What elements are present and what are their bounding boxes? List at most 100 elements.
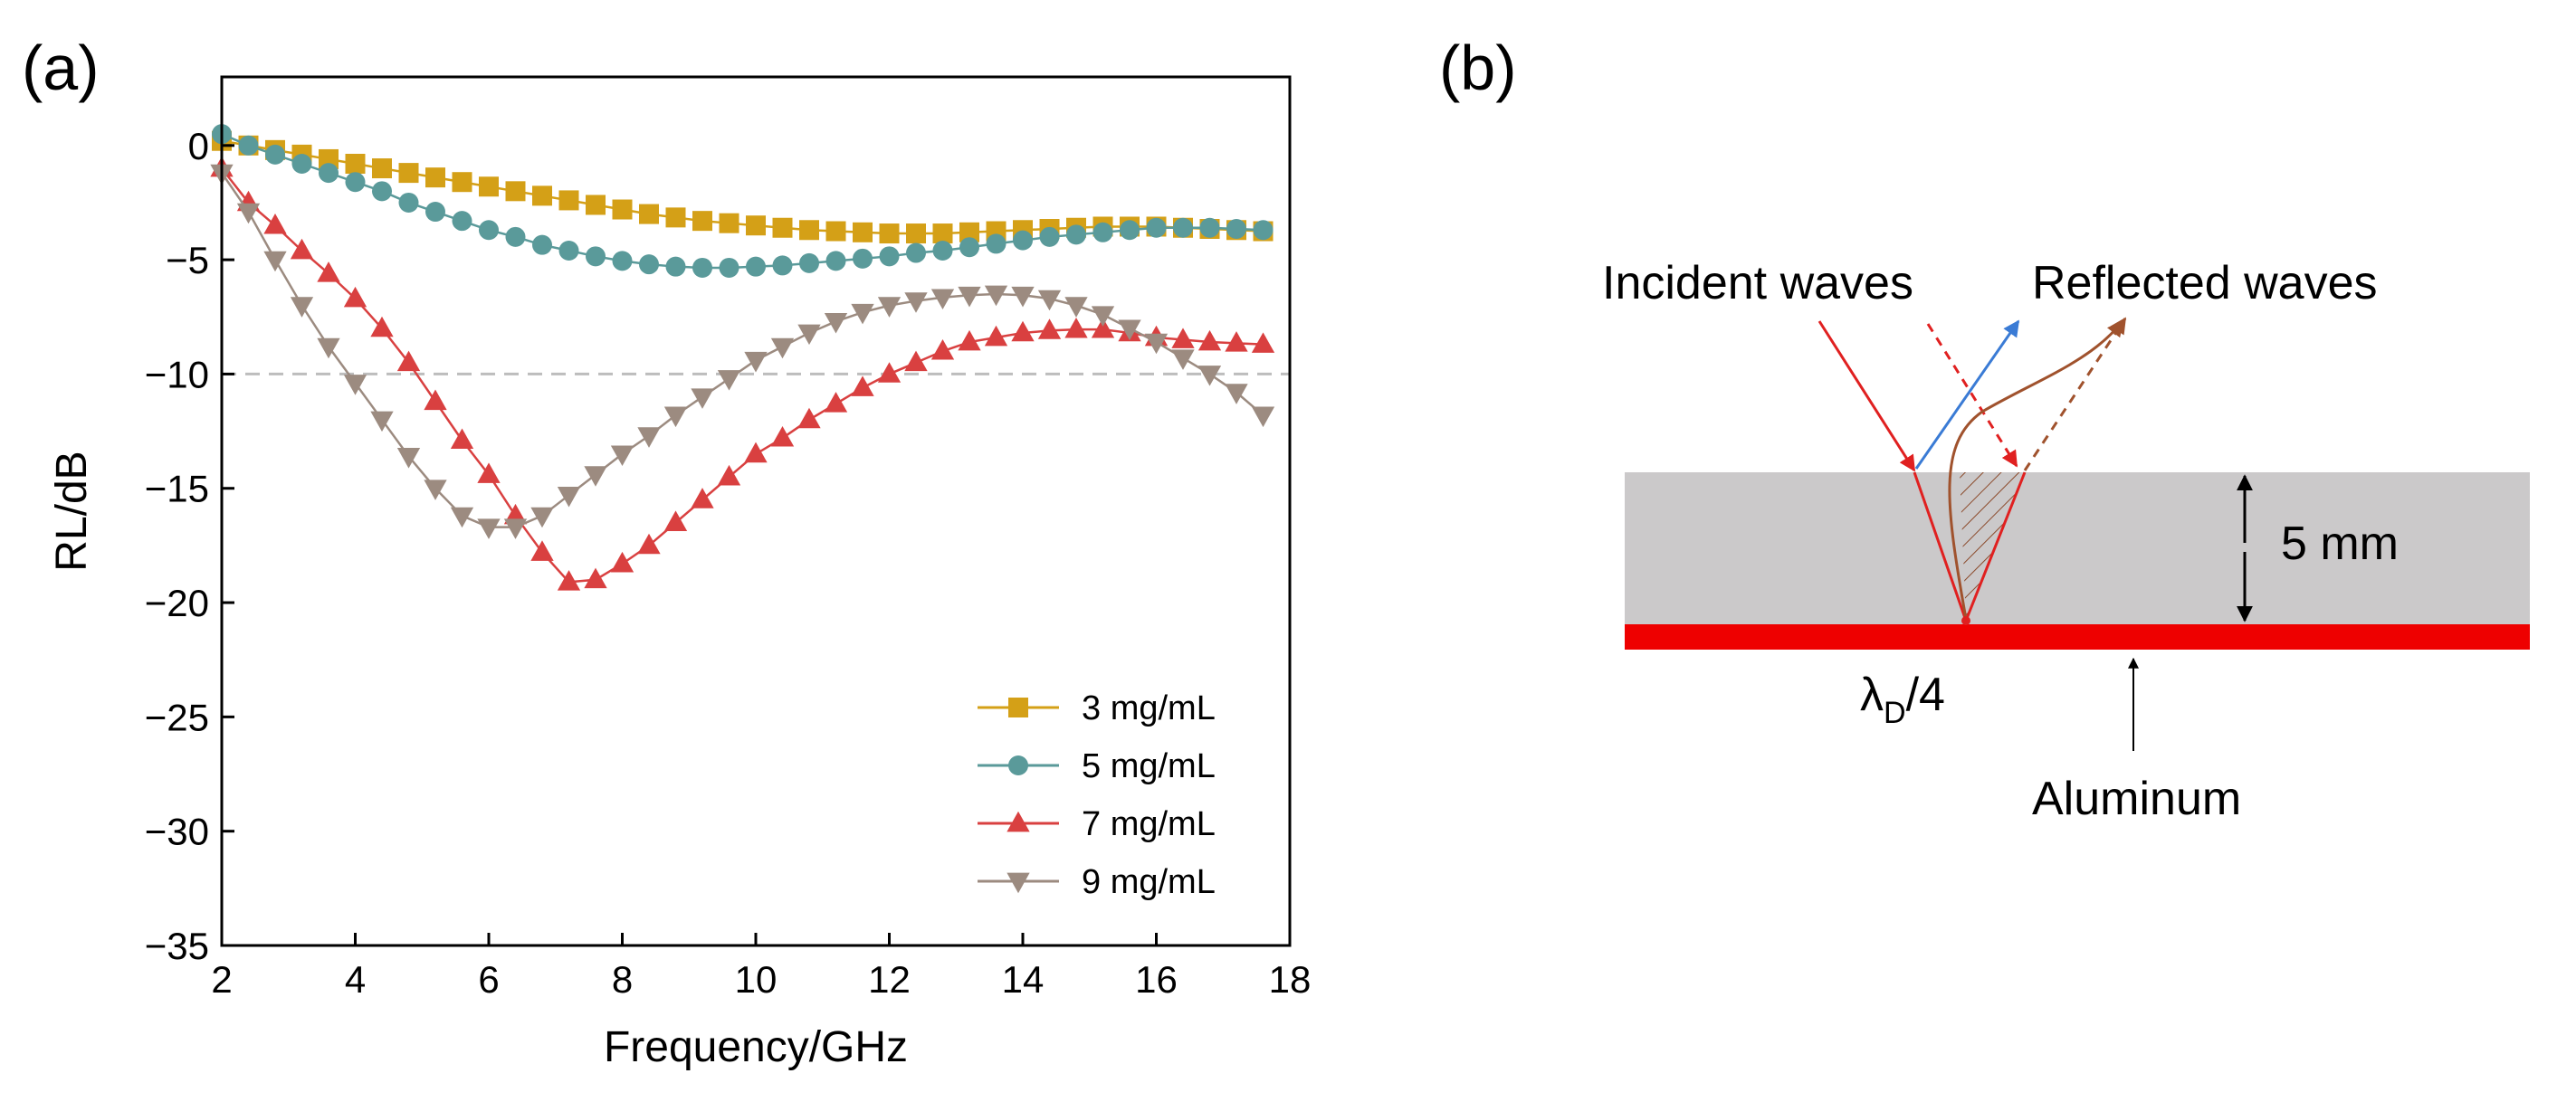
lambda-subscript: D [1884,696,1906,730]
data-point [425,167,445,188]
data-point [370,411,394,432]
data-point [930,338,955,360]
data-point [984,285,1008,307]
data-point [824,392,848,413]
data-point [958,329,981,351]
data-point [906,223,926,244]
data-point [610,551,634,573]
data-point [1173,217,1193,238]
thickness-label: 5 mm [2281,518,2399,570]
data-point [584,466,607,487]
data-point [851,375,874,396]
data-point [1013,230,1033,251]
x-tick-label: 18 [1269,958,1312,1001]
legend-marker [1008,755,1028,775]
data-point [1253,220,1274,241]
data-point [612,251,633,271]
y-tick-label: −15 [145,468,209,510]
data-point [396,448,421,469]
data-point [479,220,499,241]
data-point [958,286,981,308]
data-point [770,337,795,359]
data-point [290,297,314,318]
data-point [319,148,339,169]
data-point [558,241,579,261]
data-point [1171,349,1195,370]
data-point [612,199,633,220]
data-point [425,202,445,223]
data-point [236,203,261,224]
data-point [505,181,526,202]
data-point [530,540,554,561]
data-point [825,251,846,271]
data-point [717,464,741,486]
panel-a-label: (a) [22,33,100,103]
x-tick-label: 10 [735,958,778,1001]
data-point [291,154,312,174]
data-point [719,213,739,233]
data-point [1197,329,1222,351]
lambda-symbol: λ [1860,669,1884,721]
data-point [345,172,366,193]
data-point [1226,219,1246,239]
data-point [959,237,979,258]
data-point [959,222,979,242]
data-point [479,176,499,197]
y-tick-label: −10 [145,353,209,395]
y-axis-title: RL/dB [48,451,96,571]
data-point [263,214,287,234]
ticks-layer: 2 4 6 8 10 12 14 16 18 0 −5 −10 −15 −20 −25 −30 −35 [145,125,1312,1001]
data-point [744,351,768,373]
rl-chart: 2 4 6 8 10 12 14 16 18 0 −5 −10 −15 −20 −25 −30 −35 Freq… [48,75,1312,1071]
hatched-wave-region [1960,472,2025,619]
data-point [370,316,394,337]
legend-label: 3 mg/mL [1082,689,1216,727]
legend-item: 3 mg/mL [978,689,1216,727]
data-point [1251,406,1275,428]
data-point [503,518,528,539]
data-point [904,350,928,372]
data-point [1120,220,1140,241]
absorption-diagram: 5 mm Incident waves Reflected waves λD/4… [1602,257,2530,825]
data-point [853,222,873,242]
data-point [825,221,846,242]
incident-wave [1818,320,1916,472]
data-point [932,223,953,244]
series-layer [210,124,1275,591]
data-point [637,533,661,555]
data-point [1011,320,1035,342]
data-point [744,442,768,463]
data-point [799,252,819,273]
panel-b-label: (b) [1439,33,1517,103]
data-point [877,362,902,383]
incident-label: Incident waves [1602,257,1913,309]
data-point [1144,333,1169,355]
data-point [586,246,606,267]
data-point [799,220,819,241]
series-line [221,139,1264,235]
data-point [532,185,552,206]
data-point [691,388,714,409]
data-point [477,518,501,539]
data-point [372,158,392,179]
data-point [824,312,848,334]
data-point [398,163,419,184]
data-point [610,445,634,467]
refracted-wave [1913,471,1968,622]
data-point [343,375,367,395]
legend-label: 7 mg/mL [1082,805,1216,843]
data-point [1037,290,1062,311]
data-point [1037,318,1062,339]
x-tick-label: 16 [1135,958,1178,1001]
data-point [717,370,741,391]
data-point [853,248,873,269]
data-point [452,172,472,193]
legend-label: 5 mg/mL [1082,747,1216,785]
data-point [586,195,606,215]
y-tick-label: 0 [188,125,209,167]
legend-marker [1008,698,1028,717]
data-point [584,567,607,589]
internal-reflection [1964,471,2027,622]
data-point [532,234,552,255]
